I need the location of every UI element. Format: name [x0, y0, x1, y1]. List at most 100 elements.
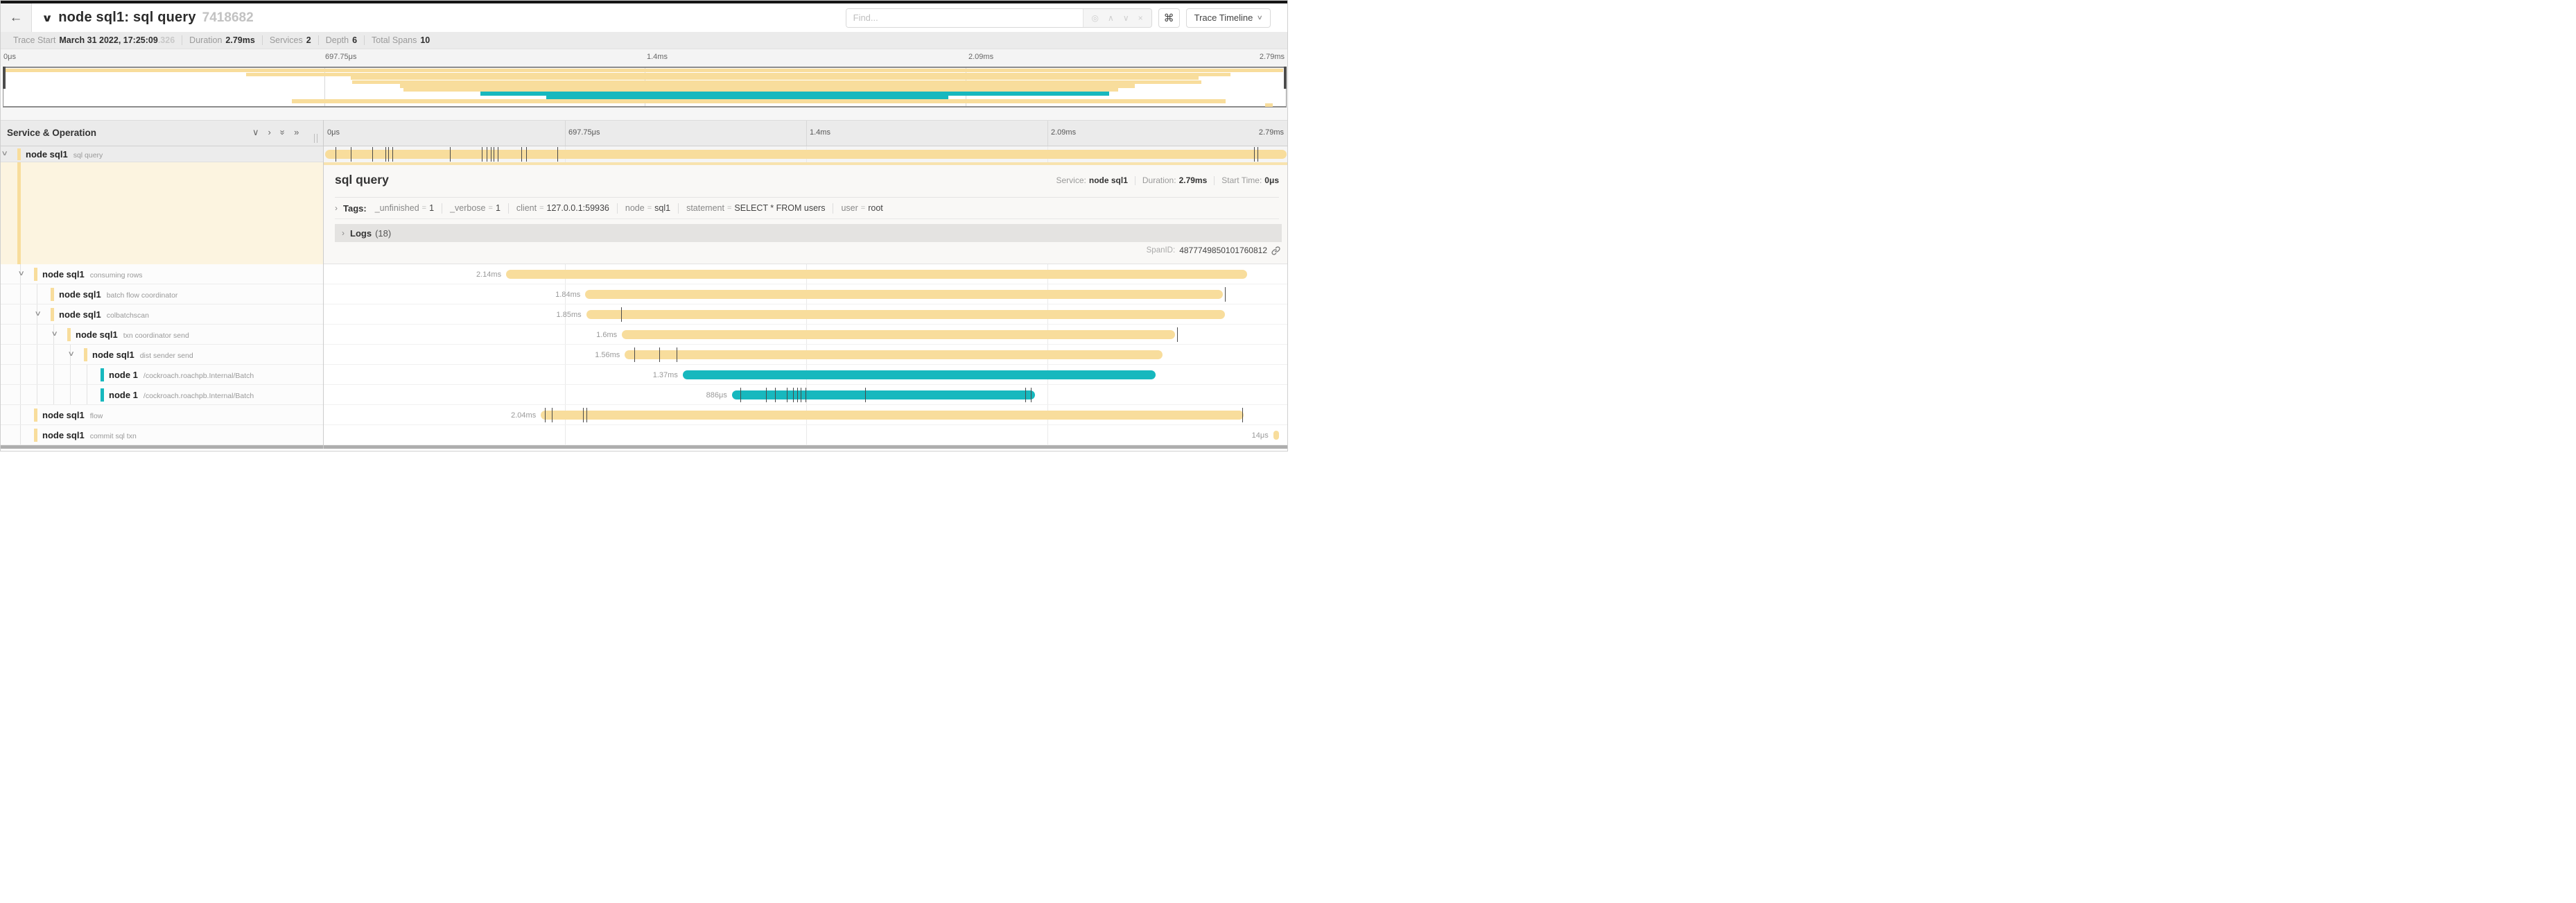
span-log-tick	[797, 388, 799, 402]
span-log-tick	[740, 388, 742, 402]
span-timeline-row[interactable]: 1.85ms	[324, 304, 1287, 325]
trace-collapse-icon[interactable]: ∨	[41, 12, 53, 24]
view-selector-button[interactable]: Trace Timeline ∨	[1185, 8, 1271, 28]
top-black-bar	[1, 1, 1287, 3]
span-bar[interactable]	[682, 370, 1156, 379]
span-bar[interactable]	[625, 350, 1163, 359]
span-log-tick	[1031, 388, 1032, 402]
minimap-span	[1265, 103, 1273, 108]
root-timeline-row[interactable]	[324, 146, 1287, 162]
span-bar[interactable]	[622, 330, 1175, 339]
tree-row[interactable]: node sql1 batch flow coordinator	[1, 284, 323, 304]
ruler-tick-label: 1.4ms	[647, 53, 668, 61]
find-controls: ◎ ∧ ∨ ×	[1082, 8, 1151, 27]
find-box: ◎ ∧ ∨ ×	[845, 8, 1152, 28]
tree-row[interactable]: ∨ node sql1 dist sender send	[1, 345, 323, 365]
tree-row[interactable]: node 1/cockroach.roachpb.Internal/Batch	[1, 385, 323, 405]
tree-indent-guide	[20, 304, 21, 324]
span-color-bar	[101, 388, 104, 402]
chevron-down-icon[interactable]: ∨	[1, 150, 8, 157]
minimap-span	[351, 76, 1199, 80]
span-color-bar	[34, 429, 37, 442]
header-controls: ◎ ∧ ∨ × ⌘ Trace Timeline ∨	[845, 3, 1271, 32]
span-bar[interactable]	[541, 411, 1244, 420]
timeline-gridline	[806, 425, 807, 445]
detail-divider	[335, 197, 1279, 198]
minimap-span	[403, 87, 1118, 92]
column-resize-handle[interactable]	[314, 134, 317, 143]
span-bar[interactable]	[325, 150, 1287, 159]
span-id-row: SpanID: 4877749850101760812	[1147, 246, 1280, 255]
chevron-down-icon[interactable]: ∨	[34, 310, 42, 318]
tree-row[interactable]: node sql1 flow	[1, 405, 323, 425]
expand-one-icon[interactable]: ›	[268, 127, 271, 137]
span-timeline-row[interactable]: 14μs	[324, 425, 1287, 445]
span-id-value: 4877749850101760812	[1179, 246, 1267, 255]
find-input[interactable]	[846, 8, 1083, 27]
span-bar[interactable]	[586, 310, 1226, 319]
root-tree-row[interactable]: ∨ node sql1 sql query	[1, 146, 323, 162]
trace-id: 7418682	[202, 10, 254, 25]
chevron-down-icon[interactable]: ∨	[17, 270, 25, 277]
span-timeline-row[interactable]: 2.04ms	[324, 405, 1287, 425]
service-value: node sql1	[1088, 175, 1128, 185]
next-match-icon[interactable]: ∨	[1122, 12, 1129, 23]
clear-find-icon[interactable]: ×	[1138, 12, 1143, 23]
header-gridline	[565, 121, 566, 146]
start-time-label: Start Time:	[1221, 175, 1262, 185]
span-bar[interactable]	[731, 390, 1035, 399]
tag-item: statement = SELECT * FROM users	[686, 203, 834, 214]
bottom-scroll-edge	[1, 445, 1287, 449]
span-service-name: node sql1 sql query	[26, 149, 103, 160]
span-bar[interactable]	[1273, 431, 1280, 440]
timeline-gridline	[565, 304, 566, 324]
span-timeline-row[interactable]: 886μs	[324, 385, 1287, 405]
minimap-right-drag-handle[interactable]	[1284, 67, 1287, 89]
span-log-tick	[583, 408, 584, 422]
span-operation-name: txn coordinator send	[123, 332, 189, 340]
tree-indent-guide	[53, 385, 54, 404]
chevron-down-icon[interactable]: ∨	[51, 330, 58, 338]
span-timeline-row[interactable]: 1.6ms	[324, 325, 1287, 345]
expand-all-icon[interactable]: »	[294, 127, 299, 137]
timeline-gridline	[565, 425, 566, 445]
sidebar-timeline-divider[interactable]	[323, 120, 324, 449]
tree-indent-guide	[70, 385, 71, 404]
tree-row[interactable]: ∨ node sql1 txn coordinator send	[1, 325, 323, 345]
tree-row[interactable]: ∨ node sql1 colbatchscan	[1, 304, 323, 325]
span-log-tick	[372, 147, 373, 162]
chevron-right-icon: ›	[342, 228, 345, 238]
span-log-tick	[1253, 147, 1255, 162]
tree-indent-guide	[70, 365, 71, 384]
collapse-all-icon[interactable]: »	[277, 130, 288, 135]
span-log-tick	[634, 347, 636, 362]
span-timeline-row[interactable]: 2.14ms	[324, 264, 1287, 284]
match-locate-icon[interactable]: ◎	[1091, 12, 1099, 23]
chevron-down-icon[interactable]: ∨	[67, 350, 75, 358]
minimap-canvas[interactable]	[3, 67, 1287, 108]
span-log-tick	[792, 388, 794, 402]
prev-match-icon[interactable]: ∧	[1108, 12, 1114, 23]
minimap-left-drag-handle[interactable]	[3, 67, 6, 89]
back-button[interactable]: ←	[1, 3, 32, 32]
tree-row[interactable]: node sql1 commit sql txn	[1, 425, 323, 445]
span-log-tick	[1242, 408, 1244, 422]
span-detail-panel: sql query Service: node sql1 Duration: 2…	[324, 162, 1287, 264]
link-icon[interactable]	[1271, 246, 1280, 255]
span-bar[interactable]	[585, 290, 1224, 299]
minimap-gap	[1, 108, 1287, 120]
span-timeline-row[interactable]: 1.56ms	[324, 345, 1287, 365]
span-bar[interactable]	[506, 270, 1248, 279]
keyboard-shortcuts-button[interactable]: ⌘	[1158, 8, 1180, 28]
logs-accordion[interactable]: › Logs (18)	[335, 224, 1282, 242]
collapse-one-icon[interactable]: ∨	[252, 127, 259, 137]
start-time-value: 0μs	[1264, 175, 1279, 185]
span-tree: ∨ node sql1 consuming rows node sql1 batch f…	[1, 264, 323, 445]
tags-accordion[interactable]: › Tags: _unfinished = 1 _verbose = 1 client = 12…	[335, 198, 1279, 219]
page-header: ← ∨ node sql1: sql query 7418682 ◎ ∧ ∨ ×…	[1, 3, 1287, 32]
span-timeline-row[interactable]: 1.37ms	[324, 365, 1287, 385]
tree-row[interactable]: node 1/cockroach.roachpb.Internal/Batch	[1, 365, 323, 385]
span-timeline-row[interactable]: 1.84ms	[324, 284, 1287, 304]
minimap-ruler: 0μs 697.75μs 1.4ms 2.09ms 2.79ms	[1, 49, 1287, 67]
tree-row[interactable]: ∨ node sql1 consuming rows	[1, 264, 323, 284]
